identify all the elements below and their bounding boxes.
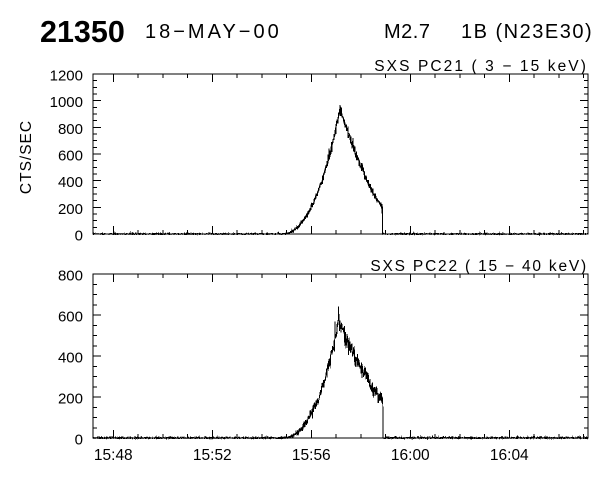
svg-text:16:00: 16:00: [391, 447, 430, 464]
svg-text:400: 400: [58, 350, 83, 367]
svg-text:800: 800: [58, 268, 83, 285]
svg-text:0: 0: [75, 432, 83, 449]
svg-text:600: 600: [58, 309, 83, 326]
svg-text:SXS PC21 ( 3 − 15 keV): SXS PC21 ( 3 − 15 keV): [374, 58, 588, 75]
svg-text:1B (N23E30): 1B (N23E30): [461, 21, 593, 43]
svg-text:16:04: 16:04: [490, 447, 529, 464]
svg-text:M2.7: M2.7: [384, 21, 430, 43]
svg-text:600: 600: [58, 148, 83, 165]
svg-text:800: 800: [58, 121, 83, 138]
svg-text:400: 400: [58, 174, 83, 191]
svg-text:15:52: 15:52: [193, 447, 232, 464]
svg-text:SXS PC22 ( 15 − 40 keV): SXS PC22 ( 15 − 40 keV): [370, 258, 588, 275]
svg-text:0: 0: [75, 228, 83, 245]
svg-text:15:56: 15:56: [292, 447, 331, 464]
svg-text:200: 200: [58, 391, 83, 408]
svg-text:1200: 1200: [50, 68, 83, 85]
svg-text:15:48: 15:48: [94, 447, 133, 464]
svg-text:21350: 21350: [40, 15, 125, 49]
svg-text:CTS/SEC: CTS/SEC: [18, 120, 35, 194]
svg-text:1000: 1000: [50, 94, 83, 111]
svg-text:200: 200: [58, 201, 83, 218]
svg-text:18−MAY−00: 18−MAY−00: [145, 21, 282, 43]
